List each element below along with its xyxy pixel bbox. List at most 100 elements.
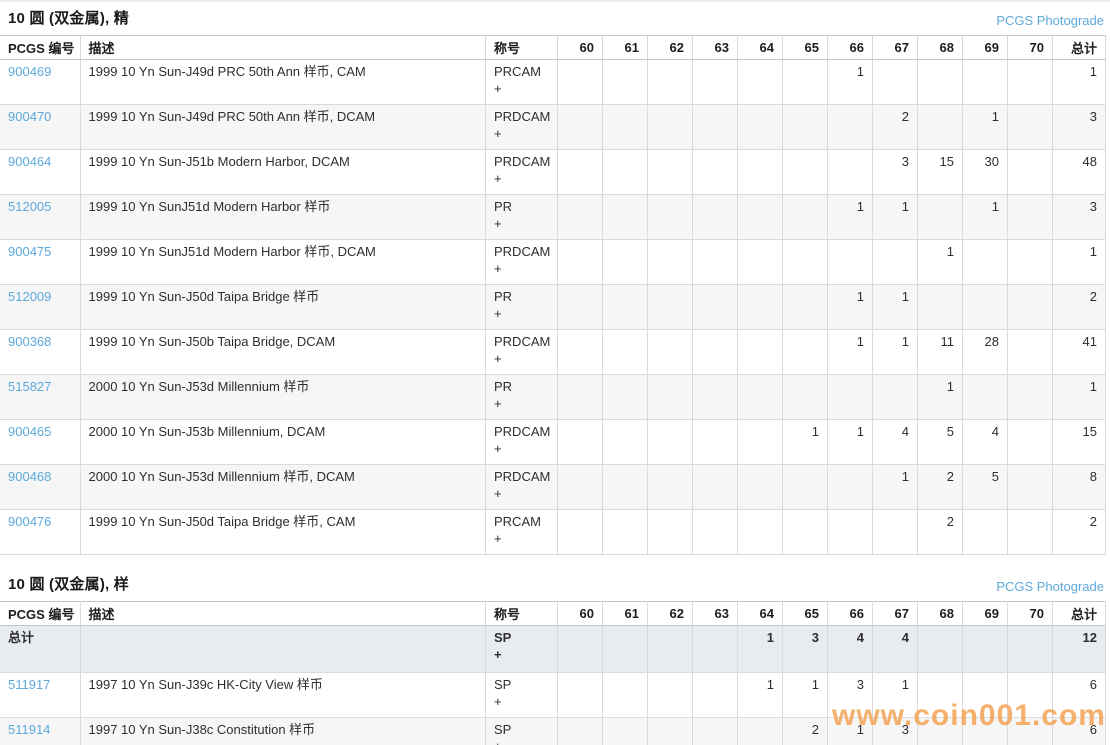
pcgs-number-cell: 511914 [0, 717, 81, 745]
section-header: 10 圆 (双金属), 精 PCGS Photograde [0, 2, 1110, 35]
pcgs-number-cell: 900465 [0, 419, 81, 465]
designation-label: SP [494, 722, 512, 737]
grade-62-count-cell [647, 509, 693, 555]
designation-label: PR [494, 199, 513, 214]
grade-63-count-cell [692, 419, 738, 465]
column-header-grade-61: 61 [602, 601, 648, 626]
pcgs-number-cell: 900470 [0, 104, 81, 150]
designation-cell: PRCAM + [485, 59, 558, 105]
designation-cell: PR + [485, 194, 558, 240]
coin-number-link[interactable]: 900464 [8, 154, 52, 169]
grade-68-count-cell [917, 104, 963, 150]
section-proof: 10 圆 (双金属), 精 PCGS Photograde PCGS 编号 描述… [0, 2, 1110, 555]
specimen-table-body: 总计 SP +1 3 4 4 12 511917 1997 10 Yn Sun-J39c HK-… [0, 625, 1106, 745]
summary-row: 总计 SP +1 3 4 4 12 [0, 625, 1106, 673]
coin-number-link[interactable]: 900468 [8, 469, 52, 484]
grade-69-count-cell [962, 509, 1008, 555]
pcgs-number-cell: 511917 [0, 672, 81, 718]
designation-plus: + [494, 694, 502, 709]
grade-66-count-cell [827, 509, 873, 555]
designation-cell: PRDCAM + [485, 329, 558, 375]
total-count-cell: 48 [1052, 149, 1106, 195]
coin-number-link[interactable]: 900465 [8, 424, 52, 439]
grade-67-count-cell [872, 59, 918, 105]
coin-number-link[interactable]: 511917 [8, 677, 51, 692]
grade-68-count-cell: 15 [917, 149, 963, 195]
description-cell: 1999 10 Yn Sun-J49d PRC 50th Ann 样币, CAM [80, 59, 486, 105]
coin-number-link[interactable]: 512005 [8, 199, 52, 214]
description-cell: 1997 10 Yn Sun-J39c HK-City View 样币 [80, 672, 486, 718]
designation-cell: PRDCAM + [485, 104, 558, 150]
grade-69-count-cell: 4 [962, 419, 1008, 465]
grade-65-count-cell [782, 509, 828, 555]
coin-number-link[interactable]: 900475 [8, 244, 52, 259]
coin-number-link[interactable]: 900469 [8, 64, 52, 79]
table-row: 900464 1999 10 Yn Sun-J51b Modern Harbor,… [0, 149, 1106, 195]
grade-62-count-cell [647, 374, 693, 420]
grade-63-count-cell [692, 59, 738, 105]
table-row: 515827 2000 10 Yn Sun-J53d Millennium 样币 P… [0, 374, 1106, 420]
coin-number-link[interactable]: 515827 [8, 379, 52, 394]
designation-cell: PRCAM + [485, 509, 558, 555]
grade-68-count-cell: 1 [917, 239, 963, 285]
grade-64-count-cell [737, 717, 783, 745]
grade-65-count-cell [782, 464, 828, 510]
designation-cell: SP+ [485, 672, 558, 718]
coin-number-link[interactable]: 900470 [8, 109, 52, 124]
coin-number-link[interactable]: 512009 [8, 289, 52, 304]
grade-68-count-cell [917, 717, 963, 745]
grade-61-count-cell [602, 374, 648, 420]
total-count-cell: 1 [1052, 239, 1106, 285]
grade-60-count-cell [557, 59, 603, 105]
grade-66-count-cell [827, 239, 873, 285]
table-row: 511914 1997 10 Yn Sun-J38c Constitution 样… [0, 717, 1106, 745]
grade-60-count-cell [557, 284, 603, 330]
grade-60-count-cell [557, 672, 603, 718]
grade-60-count-cell [557, 374, 603, 420]
grade-63-count-cell [692, 149, 738, 195]
grade-69-count-cell: 5 [962, 464, 1008, 510]
pcgs-number-cell: 515827 [0, 374, 81, 420]
grade-65-count-cell: 1 [782, 672, 828, 718]
grade-66-count-cell: 1 [827, 194, 873, 240]
pcgs-number-cell: 900468 [0, 464, 81, 510]
pcgs-number-cell: 900368 [0, 329, 81, 375]
grade-62-count-cell [647, 284, 693, 330]
column-header-grade-66: 66 [827, 35, 873, 60]
grade-63-count-cell [692, 194, 738, 240]
grade-66-count-cell: 4 [827, 625, 873, 673]
grade-61-count-cell [602, 149, 648, 195]
description-cell: 1999 10 Yn Sun-J50b Taipa Bridge, DCAM [80, 329, 486, 375]
grade-61-count-cell [602, 717, 648, 745]
pcgs-photograde-link[interactable]: PCGS Photograde [996, 579, 1104, 594]
grade-65-count-cell: 3 [782, 625, 828, 673]
column-header-grade-65: 65 [782, 35, 828, 60]
designation-label: PRDCAM [494, 334, 551, 349]
section-header: 10 圆 (双金属), 样 PCGS Photograde [0, 568, 1110, 601]
grade-67-count-cell: 2 [872, 104, 918, 150]
table-row: 900475 1999 10 Yn SunJ51d Modern Harbor 样… [0, 239, 1106, 285]
total-count-cell: 15 [1052, 419, 1106, 465]
grade-62-count-cell [647, 419, 693, 465]
grade-61-count-cell [602, 239, 648, 285]
table-row: 900469 1999 10 Yn Sun-J49d PRC 50th Ann 样… [0, 59, 1106, 105]
designation-cell: SP+ [485, 717, 558, 745]
coin-number-link[interactable]: 900368 [8, 334, 52, 349]
grade-70-count-cell [1007, 509, 1053, 555]
designation-label: PR [494, 289, 513, 304]
designation-label: PRDCAM [494, 244, 551, 259]
pcgs-photograde-link[interactable]: PCGS Photograde [996, 13, 1104, 28]
grade-65-count-cell [782, 374, 828, 420]
coin-number-link[interactable]: 511914 [8, 722, 51, 737]
coin-number-link[interactable]: 900476 [8, 514, 52, 529]
grade-70-count-cell [1007, 149, 1053, 195]
summary-label-cell: 总计 [0, 625, 81, 673]
grade-63-count-cell [692, 284, 738, 330]
grade-62-count-cell [647, 672, 693, 718]
grade-64-count-cell [737, 329, 783, 375]
grade-63-count-cell [692, 509, 738, 555]
grade-60-count-cell [557, 239, 603, 285]
pcgs-number-cell: 900475 [0, 239, 81, 285]
grade-65-count-cell [782, 239, 828, 285]
